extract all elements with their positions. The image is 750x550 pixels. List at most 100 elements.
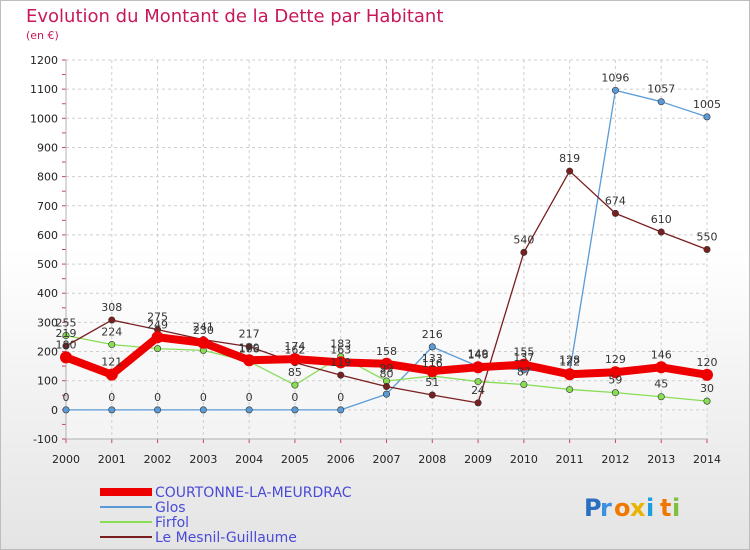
data-label: 119	[330, 356, 351, 369]
x-tick-label: 2003	[189, 453, 217, 466]
x-tick-label: 2000	[52, 453, 80, 466]
data-label: 819	[559, 152, 580, 165]
data-label: 216	[422, 328, 443, 341]
data-label: 51	[425, 376, 439, 389]
y-tick-label: 300	[37, 316, 58, 329]
x-tick-label: 2005	[281, 453, 309, 466]
data-label: 146	[651, 348, 672, 361]
data-label: 255	[56, 317, 77, 330]
data-label: 170	[239, 341, 260, 354]
logo-letter: P	[584, 494, 602, 522]
data-label: 0	[337, 391, 344, 404]
data-label: 224	[101, 326, 122, 339]
point-le-mesnil-guillaume	[657, 228, 665, 236]
point-firfol	[566, 385, 574, 393]
data-label: 0	[154, 391, 161, 404]
point-courtonne-la-meurdrac	[197, 336, 210, 349]
point-firfol	[62, 332, 70, 340]
point-le-mesnil-guillaume	[337, 371, 345, 379]
legend-label: Firfol	[155, 515, 189, 531]
data-label: 219	[56, 327, 77, 340]
logo-letter: x	[630, 494, 646, 522]
x-tick-label: 2012	[601, 453, 629, 466]
point-courtonne-la-meurdrac	[60, 351, 72, 364]
x-tick-label: 2014	[693, 453, 721, 466]
point-courtonne-la-meurdrac	[701, 368, 713, 381]
data-label: 128	[559, 354, 580, 367]
y-tick-label: 200	[37, 346, 58, 359]
point-glos	[703, 113, 711, 121]
point-le-mesnil-guillaume	[520, 248, 528, 256]
point-glos	[199, 406, 207, 414]
point-glos	[657, 98, 665, 106]
logo-letter: i	[672, 494, 680, 522]
data-label: 0	[63, 391, 70, 404]
y-tick-label: -100	[33, 433, 58, 446]
data-label: 275	[147, 311, 168, 324]
point-le-mesnil-guillaume	[566, 167, 574, 175]
series-layer	[60, 86, 713, 414]
y-tick-label: 700	[37, 200, 58, 213]
data-label: 137	[513, 351, 534, 364]
y-tick-label: 1100	[30, 83, 58, 96]
point-glos	[154, 406, 162, 414]
data-label: 0	[246, 391, 253, 404]
proxiti-logo: Pr o x i t i	[584, 494, 680, 522]
data-label: 610	[651, 213, 672, 226]
legend-label: Glos	[155, 500, 186, 516]
point-firfol	[108, 341, 116, 349]
point-courtonne-la-meurdrac	[609, 366, 622, 379]
point-courtonne-la-meurdrac	[105, 368, 118, 381]
y-tick-label: 0	[51, 404, 58, 417]
data-label: 162	[284, 344, 305, 357]
point-glos	[291, 406, 299, 414]
data-label: 158	[376, 345, 397, 358]
data-label: 146	[468, 348, 489, 361]
data-label: 45	[654, 378, 668, 391]
x-tick-label: 2007	[373, 453, 401, 466]
y-tick-label: 400	[37, 287, 58, 300]
data-label: 674	[605, 194, 626, 207]
grid-layer: -100010020030040050060070080090010001100…	[30, 54, 721, 466]
point-courtonne-la-meurdrac	[517, 358, 530, 371]
data-label: 166	[239, 342, 260, 355]
data-label: 122	[559, 355, 580, 368]
data-label: 1005	[693, 98, 721, 111]
data-label: 550	[697, 231, 718, 244]
data-label: 1096	[601, 71, 629, 84]
x-tick-label: 2001	[98, 453, 126, 466]
point-le-mesnil-guillaume	[611, 209, 619, 217]
point-firfol	[611, 389, 619, 397]
data-label: 249	[147, 318, 168, 331]
logo-letter: o	[614, 494, 631, 522]
point-glos	[337, 406, 345, 414]
point-firfol	[154, 345, 162, 353]
y-tick-label: 800	[37, 171, 58, 184]
x-tick-label: 2006	[327, 453, 355, 466]
data-label: 121	[101, 356, 122, 369]
data-label: 116	[422, 357, 443, 370]
y-tick-label: 500	[37, 258, 58, 271]
point-firfol	[520, 380, 528, 388]
point-firfol	[703, 397, 711, 405]
y-tick-label: 900	[37, 141, 58, 154]
x-tick-label: 2013	[647, 453, 675, 466]
data-label: 155	[513, 346, 534, 359]
point-glos	[428, 343, 436, 351]
data-label: 540	[513, 233, 534, 246]
legend-label: COURTONNE-LA-MEURDRAC	[155, 485, 352, 501]
x-tick-label: 2002	[144, 453, 172, 466]
data-label: 163	[330, 343, 351, 356]
point-glos	[245, 406, 253, 414]
data-label: 99	[380, 362, 394, 375]
data-label: 0	[200, 391, 207, 404]
data-label: 183	[330, 337, 351, 350]
point-le-mesnil-guillaume	[62, 342, 70, 350]
point-le-mesnil-guillaume	[428, 391, 436, 399]
point-glos	[611, 86, 619, 94]
point-le-mesnil-guillaume	[703, 246, 711, 254]
data-label: 30	[700, 382, 714, 395]
point-courtonne-la-meurdrac	[243, 354, 256, 367]
